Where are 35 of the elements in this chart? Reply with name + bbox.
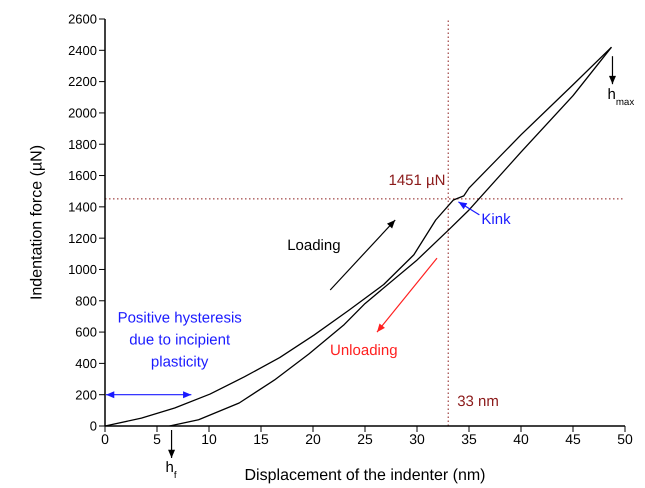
ref-line-label: 33 nm [457,393,499,410]
y-tick-label: 600 [75,324,97,340]
y-tick-label: 2200 [68,74,97,90]
x-tick-label: 40 [513,430,529,447]
y-tick-label: 800 [75,293,97,308]
x-tick-label: 25 [357,430,373,447]
ref-line-label: 1451 µN [388,172,446,189]
x-tick-label: 45 [565,430,581,447]
annotation: h$_{f}$ [166,459,177,480]
y-tick-label: 2400 [68,42,97,58]
x-tick-label: 0 [101,430,110,447]
y-tick-label: 0 [90,418,97,434]
y-tick-label: 1600 [68,168,97,184]
x-tick-label: 5 [153,430,162,447]
y-tick-label: 2000 [68,106,97,121]
y-tick-label: 2600 [68,12,97,27]
x-tick-label: 10 [201,430,217,447]
x-tick-label: 20 [305,430,321,447]
y-axis-title: Indentation force (µN) [28,144,46,300]
y-tick-label: 1400 [68,199,97,214]
y-tick-label: 1000 [68,262,97,278]
annotation: h$_{max}$ [607,86,634,108]
x-tick-label: 30 [409,430,425,447]
x-tick-label: 15 [253,430,269,447]
x-tick-label: 50 [617,430,633,447]
y-tick-label: 1200 [68,230,97,246]
annotation: Positive hysteresis due to incipient plasticity [118,310,242,371]
annotation: Loading [287,236,341,254]
annotation: Kink [481,210,512,228]
y-tick-label: 200 [75,387,97,402]
y-tick-label: 1800 [68,136,97,152]
x-axis-title: Displacement of the indenter (nm) [244,467,486,484]
y-tick-label: 400 [75,356,97,371]
annotation: Unloading [330,342,398,360]
x-tick-label: 35 [461,430,477,447]
